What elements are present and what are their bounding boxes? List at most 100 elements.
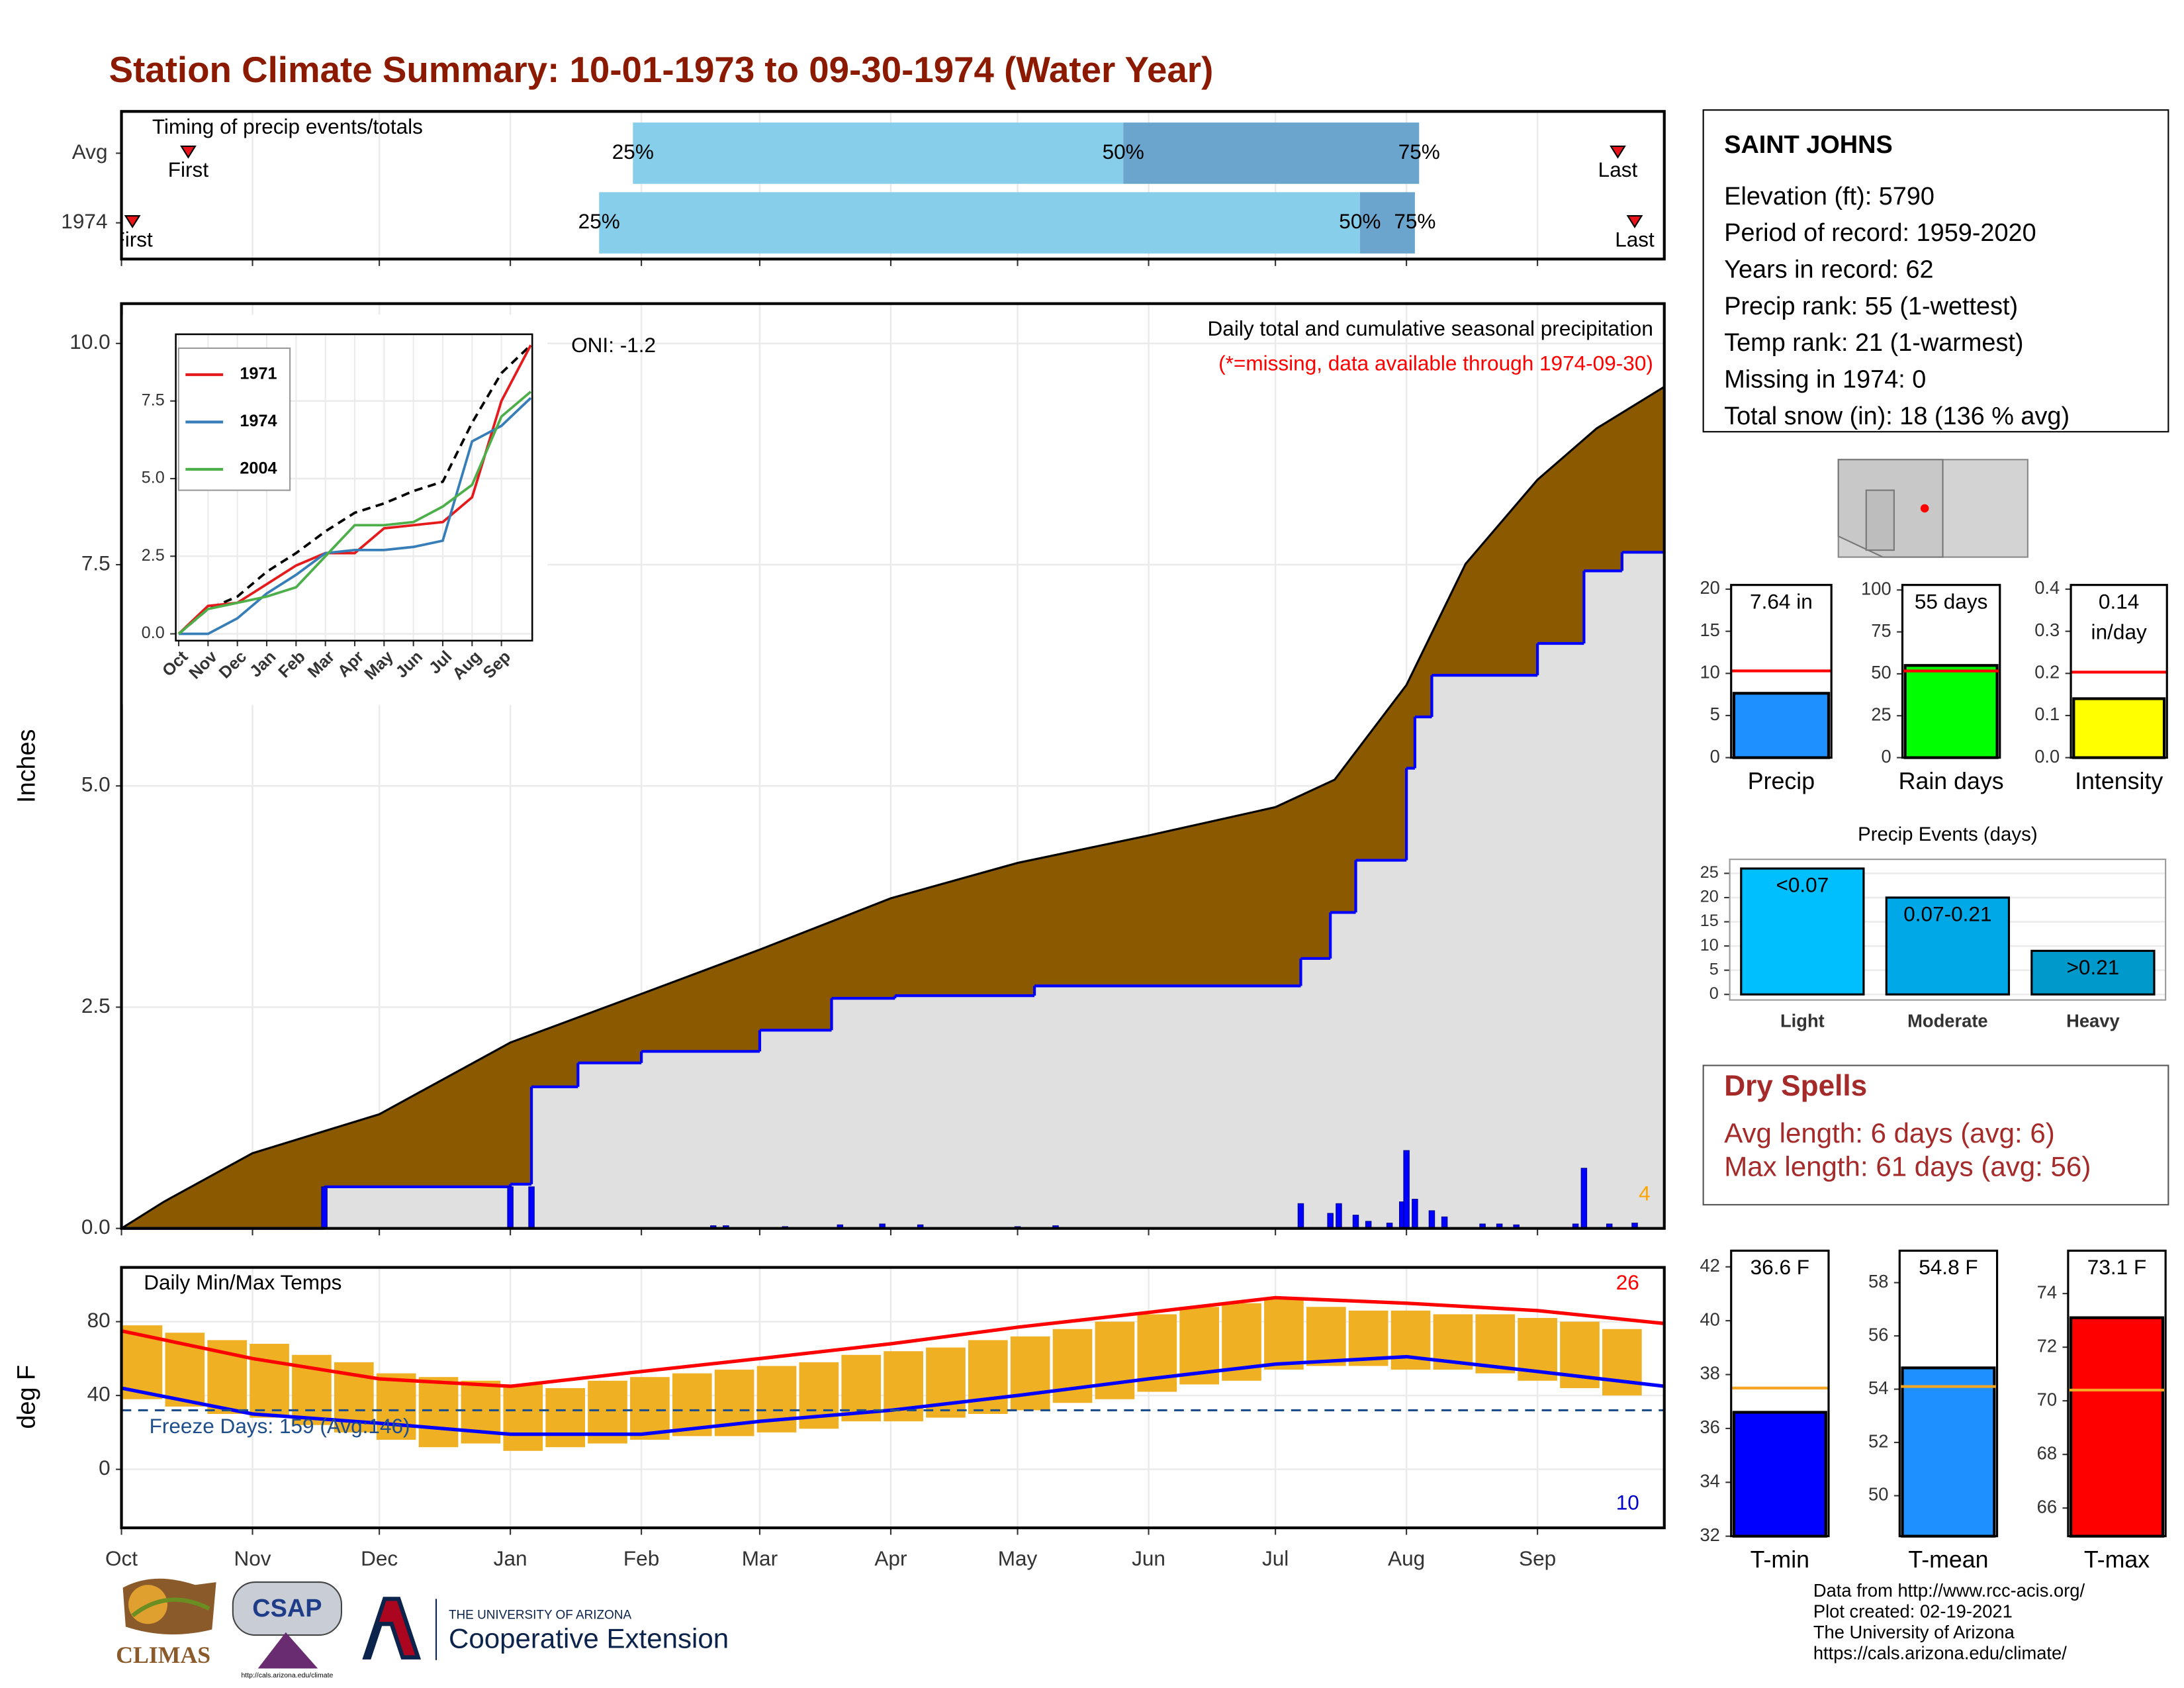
panel-frame (1730, 1249, 1830, 1538)
annotation: 26 (1616, 1270, 1639, 1294)
x-tick-label: T-mean (1908, 1546, 1988, 1573)
y-tick-label: 10 (1700, 936, 1719, 955)
panel-frame (1729, 859, 2167, 1001)
x-tick-label: Rain days (1899, 768, 2004, 794)
area-fill (121, 552, 1664, 1229)
panel-frame (2067, 1249, 2167, 1538)
annotation: 10 (1616, 1491, 1639, 1515)
footer-line: Data from http://www.rcc-acis.org/ (1813, 1580, 2085, 1601)
bar (1903, 664, 1999, 759)
bar (2030, 949, 2156, 996)
y-tick-label: 0.1 (2034, 704, 2060, 724)
logos: CLIMAS CSAP http://cals.arizona.edu/clim… (116, 1578, 729, 1679)
panel-frame (1898, 1249, 1999, 1538)
daily-bar (1297, 1203, 1304, 1229)
y-tick-label: 72 (2037, 1335, 2057, 1356)
bar (1740, 867, 1865, 996)
daily-bar (1412, 1199, 1418, 1229)
y-tick-label: 58 (1868, 1271, 1888, 1291)
station-line: Period of record: 1959-2020 (1724, 219, 2036, 247)
y-tick-label: 40 (87, 1382, 111, 1405)
panel-frame (120, 302, 1666, 1230)
temp-bar (1095, 1321, 1135, 1399)
y-tick-label: 10 (1700, 662, 1719, 682)
dry-spells-box (1702, 1064, 2169, 1205)
daily-bar (1327, 1213, 1334, 1229)
daily-bar (507, 1186, 514, 1229)
footer-line: Plot created: 02-19-2021 (1813, 1601, 2013, 1622)
panel-frame (120, 1266, 1666, 1530)
y-axis-title: deg F (13, 1365, 41, 1429)
y-tick-label: 20 (1700, 888, 1719, 906)
bar-label: >0.21 (2066, 955, 2119, 979)
series-line (177, 344, 532, 635)
daily-bar (1580, 1168, 1588, 1229)
x-tick-label: T-max (2084, 1546, 2150, 1573)
timing-rows: 25% 50% 75% First Last 25% 50% 75% First Last (122, 122, 1655, 254)
temp-bar (418, 1377, 459, 1448)
station-box (1702, 109, 2169, 433)
station-line: Total snow (in): 18 (136 % avg) (1724, 402, 2070, 430)
panel-frame (1730, 584, 1833, 759)
y-tick-label: 5 (1710, 704, 1720, 724)
temp-bar (1306, 1307, 1346, 1366)
percent-label: 75% (1394, 209, 1435, 233)
x-tick-label: Dec (361, 1546, 398, 1570)
percent-label: 25% (578, 209, 620, 233)
y-tick-label: 38 (1700, 1363, 1719, 1383)
bar (1901, 1366, 1996, 1538)
x-tick-label: Aug (1388, 1546, 1425, 1570)
timing-bar (599, 192, 1360, 254)
y-tick-label: 32 (1700, 1524, 1719, 1545)
value-label: 0.14 in/day (2091, 590, 2147, 645)
x-tick-label: Precip (1748, 768, 1815, 794)
daily-bar (321, 1186, 328, 1229)
temp-bar (1602, 1329, 1642, 1396)
temp-bar (1264, 1299, 1304, 1370)
y-tick-label: 0.0 (81, 1215, 111, 1239)
temp-marks (121, 1295, 1664, 1451)
event-marker (1610, 145, 1626, 159)
value-label: 55 days (1914, 590, 1988, 614)
y-tick-label: 5 (1709, 960, 1719, 978)
bar (2072, 697, 2166, 759)
event-marker (180, 145, 197, 159)
annotation: Daily total and cumulative seasonal prec… (1208, 316, 1653, 340)
y-tick-label: 54 (1868, 1378, 1888, 1398)
daily-bar (1428, 1210, 1435, 1229)
event-marker (124, 215, 141, 228)
logo-url: http://cals.arizona.edu/climate (241, 1671, 333, 1679)
logo-csap: CSAP (252, 1595, 322, 1622)
timing-bar (633, 122, 1124, 184)
y-tick-label: 40 (1700, 1309, 1719, 1329)
annotation: (*=missing, data available through 1974-… (1218, 352, 1653, 375)
station-line: Precip rank: 55 (1-wettest) (1724, 293, 2018, 320)
bar-label: 0.07-0.21 (1903, 902, 1991, 926)
y-tick-label: 0 (99, 1456, 111, 1479)
y-tick-label: 25 (1871, 704, 1891, 724)
y-tick-label: 0.0 (2034, 746, 2060, 767)
daily-bar (1352, 1215, 1359, 1229)
logo-climas: CLIMAS (116, 1642, 210, 1668)
logo-extension: Cooperative Extension (449, 1623, 729, 1654)
x-tick-label: Sep (1519, 1546, 1556, 1570)
y-tick-label: 56 (1868, 1324, 1888, 1344)
x-tick-label: Jan (494, 1546, 527, 1570)
bar (1732, 1411, 1827, 1538)
y-tick-label: 10.0 (69, 330, 110, 353)
y-axis-title: Inches (13, 729, 41, 803)
percent-label: 50% (1103, 140, 1144, 164)
temp-bar (503, 1384, 543, 1451)
annotation: ONI: -1.2 (571, 333, 656, 357)
legend-label: 1974 (240, 412, 277, 430)
logo-ua: THE UNIVERSITY OF ARIZONA (449, 1609, 632, 1622)
x-tick-label: Jun (1132, 1546, 1165, 1570)
temp-bar (545, 1387, 585, 1448)
y-tick-label: 2.5 (81, 994, 111, 1017)
event-label: First (168, 158, 209, 181)
y-tick-label: 42 (1700, 1255, 1719, 1276)
x-tick-label: Oct (105, 1546, 138, 1570)
bar (1732, 692, 1831, 759)
y-tick-label: 0.2 (2034, 662, 2060, 682)
